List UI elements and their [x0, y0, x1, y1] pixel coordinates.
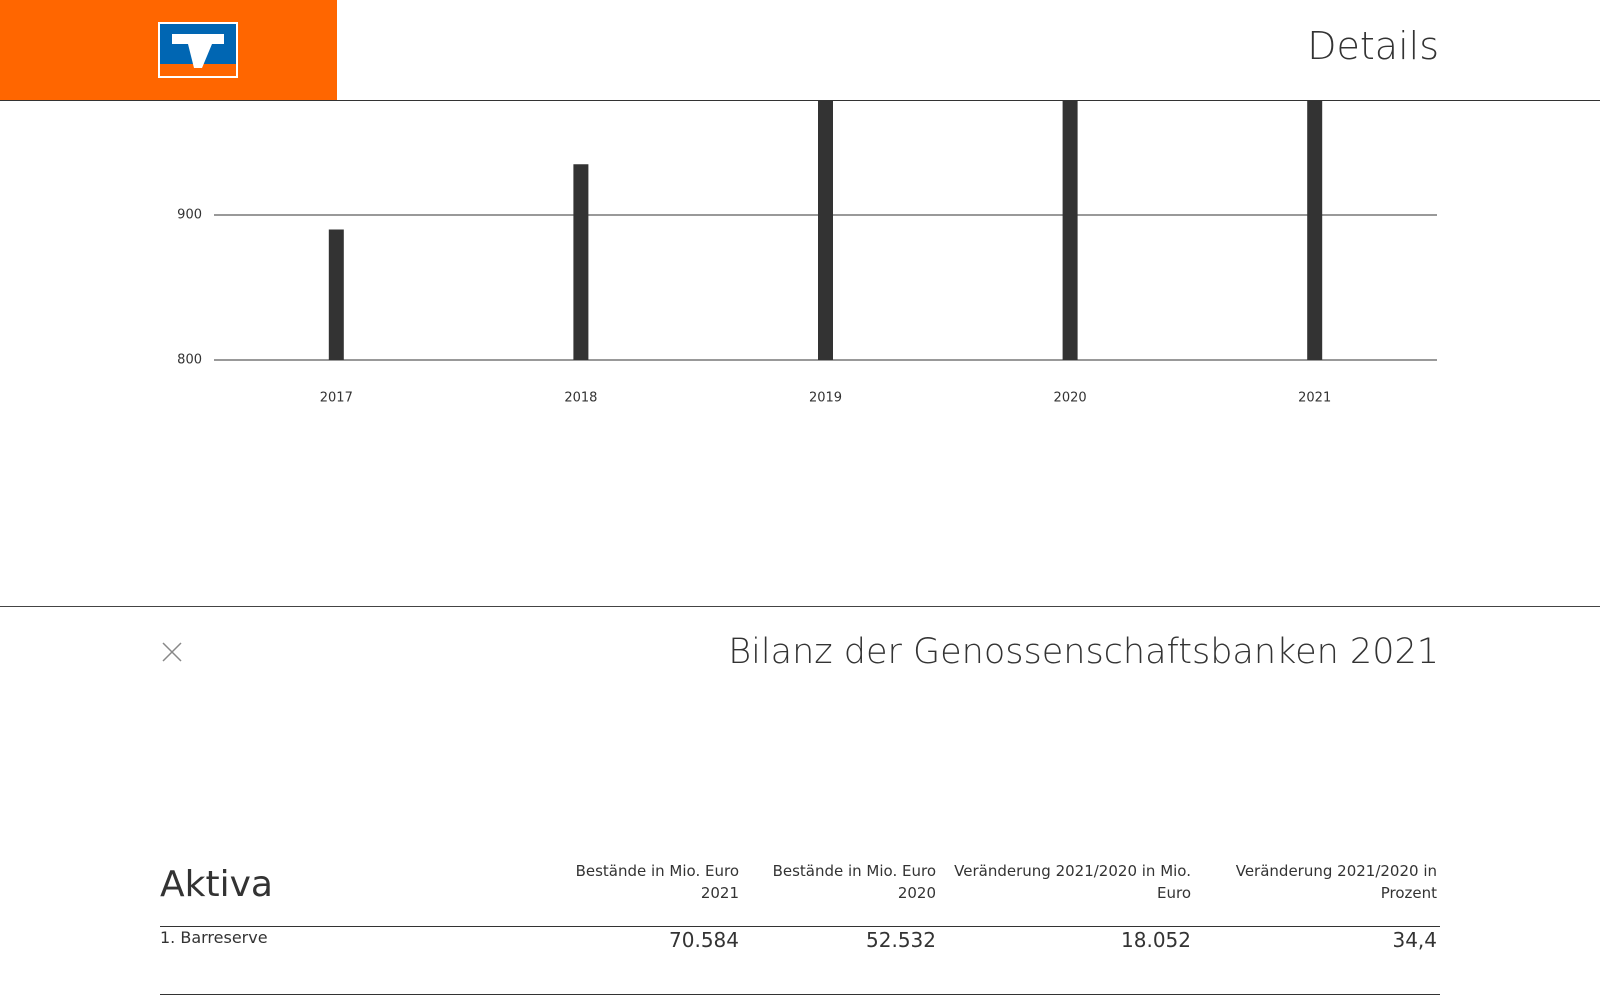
column-header: Veränderung 2021/2020 in Prozent [1235, 862, 1437, 902]
cell-value: 70.584 [669, 928, 739, 952]
bar [818, 70, 833, 360]
column-header: Bestände in Mio. Euro 2021 [575, 862, 739, 902]
table-title: Aktiva [160, 864, 273, 905]
x-tick-label: 2020 [1054, 391, 1087, 406]
bar [328, 229, 344, 360]
section-title: Bilanz der Genossenschaftsbanken 2021 [728, 632, 1439, 672]
cell-value: 18.052 [1121, 928, 1191, 952]
header: Details [0, 0, 1600, 101]
cell-value: 34,4 [1392, 928, 1437, 952]
column-header: Bestände in Mio. Euro 2020 [772, 862, 936, 902]
page-title: Details [1307, 24, 1439, 68]
x-tick-label: 2017 [320, 391, 353, 406]
x-tick-label: 2019 [809, 391, 842, 406]
cell-value: 52.532 [866, 928, 936, 952]
y-tick-label: 800 [177, 353, 202, 368]
chart: 800 900 2017 2018 2019 2020 2021 [177, 70, 1437, 406]
bar [1307, 70, 1323, 360]
x-tick-label: 2018 [564, 391, 597, 406]
row-line [160, 994, 1440, 995]
y-tick-label: 900 [177, 208, 202, 223]
column-header: Veränderung 2021/2020 in Mio. Euro [954, 862, 1191, 902]
close-button[interactable] [160, 640, 184, 664]
logo-area [0, 0, 337, 100]
bar [573, 164, 589, 360]
x-tick-label: 2021 [1298, 391, 1331, 406]
logo[interactable] [158, 22, 238, 78]
divider [0, 606, 1600, 607]
row-label: 1. Barreserve [160, 928, 268, 947]
row-line [160, 926, 1440, 927]
bar [1062, 70, 1078, 360]
